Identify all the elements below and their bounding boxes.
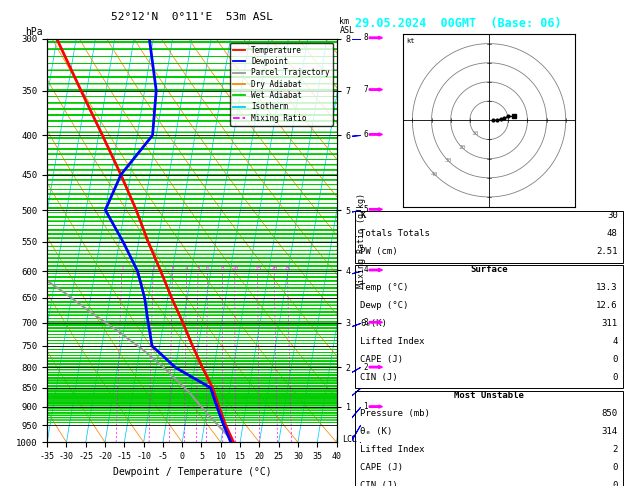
Text: Lifted Index: Lifted Index — [360, 445, 425, 453]
Text: 314: 314 — [601, 427, 618, 435]
Text: 48: 48 — [607, 229, 618, 239]
Text: 2: 2 — [612, 445, 618, 453]
Text: 5: 5 — [364, 205, 368, 214]
Text: 1: 1 — [364, 402, 368, 411]
Text: PW (cm): PW (cm) — [360, 247, 398, 257]
Text: 30: 30 — [445, 158, 452, 163]
Text: θₑ(K): θₑ(K) — [360, 319, 387, 328]
Text: LCL: LCL — [342, 435, 357, 444]
Text: Most Unstable: Most Unstable — [454, 391, 524, 399]
Text: CAPE (J): CAPE (J) — [360, 355, 403, 364]
Text: 6: 6 — [364, 130, 368, 139]
Text: 13.3: 13.3 — [596, 283, 618, 292]
Text: 5: 5 — [196, 266, 200, 271]
Text: 40: 40 — [431, 172, 438, 177]
Text: 4: 4 — [185, 266, 189, 271]
Text: 12.6: 12.6 — [596, 301, 618, 310]
Text: 52°12'N  0°11'E  53m ASL: 52°12'N 0°11'E 53m ASL — [111, 12, 273, 22]
Text: 0: 0 — [612, 463, 618, 471]
Text: θₑ (K): θₑ (K) — [360, 427, 392, 435]
Text: CIN (J): CIN (J) — [360, 373, 398, 382]
Text: K: K — [360, 211, 366, 221]
Text: 29.05.2024  00GMT  (Base: 06): 29.05.2024 00GMT (Base: 06) — [355, 17, 562, 30]
Text: hPa: hPa — [25, 27, 43, 37]
Text: kt: kt — [406, 38, 415, 44]
Text: 10: 10 — [231, 266, 238, 271]
Text: 15: 15 — [254, 266, 262, 271]
Text: 4: 4 — [364, 265, 368, 275]
Text: 4: 4 — [612, 337, 618, 346]
Text: 2.51: 2.51 — [596, 247, 618, 257]
Text: 0: 0 — [612, 373, 618, 382]
Text: 1: 1 — [120, 266, 124, 271]
Text: Surface: Surface — [470, 265, 508, 274]
Text: km
ASL: km ASL — [340, 17, 354, 35]
Text: 6: 6 — [206, 266, 209, 271]
Text: 8: 8 — [221, 266, 225, 271]
Text: 2: 2 — [151, 266, 155, 271]
Text: 20: 20 — [270, 266, 278, 271]
Text: CIN (J): CIN (J) — [360, 481, 398, 486]
Text: Dewp (°C): Dewp (°C) — [360, 301, 409, 310]
Text: 3: 3 — [170, 266, 174, 271]
Text: 0: 0 — [612, 355, 618, 364]
X-axis label: Dewpoint / Temperature (°C): Dewpoint / Temperature (°C) — [113, 467, 271, 477]
Text: 10: 10 — [472, 131, 479, 137]
Text: 20: 20 — [458, 145, 465, 150]
Text: Lifted Index: Lifted Index — [360, 337, 425, 346]
Text: 30: 30 — [607, 211, 618, 221]
Text: 7: 7 — [364, 85, 368, 94]
Text: 850: 850 — [601, 409, 618, 417]
Text: 0: 0 — [612, 481, 618, 486]
Text: 2: 2 — [364, 363, 368, 372]
Text: 8: 8 — [364, 33, 368, 42]
Text: 25: 25 — [284, 266, 291, 271]
Text: Pressure (mb): Pressure (mb) — [360, 409, 430, 417]
Legend: Temperature, Dewpoint, Parcel Trajectory, Dry Adiabat, Wet Adiabat, Isotherm, Mi: Temperature, Dewpoint, Parcel Trajectory… — [230, 43, 333, 125]
Text: Mixing Ratio (g/kg): Mixing Ratio (g/kg) — [357, 193, 366, 288]
Text: Temp (°C): Temp (°C) — [360, 283, 409, 292]
Text: Totals Totals: Totals Totals — [360, 229, 430, 239]
Text: 3: 3 — [364, 318, 368, 327]
Text: 311: 311 — [601, 319, 618, 328]
Text: CAPE (J): CAPE (J) — [360, 463, 403, 471]
